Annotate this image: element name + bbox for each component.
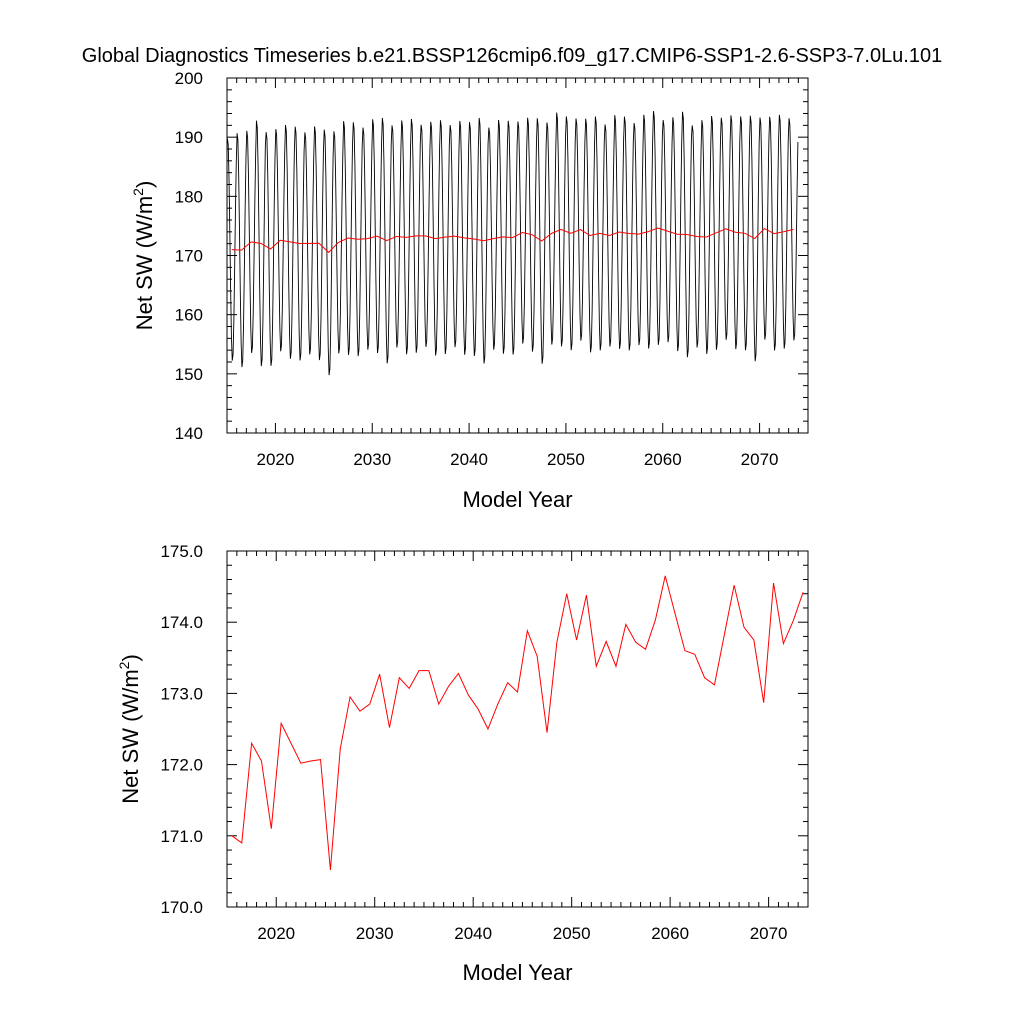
x-tick-label: 2040 (454, 924, 492, 943)
y-tick-label: 200 (175, 69, 203, 88)
y-tick-label: 140 (175, 424, 203, 443)
x-axis-label: Model Year (462, 487, 572, 512)
series-line-monthly (227, 111, 799, 376)
x-tick-label: 2030 (356, 924, 394, 943)
x-tick-label: 2040 (450, 450, 488, 469)
y-tick-label: 170.0 (160, 898, 203, 917)
x-tick-label: 2020 (257, 924, 295, 943)
x-axis-label: Model Year (462, 960, 572, 985)
series-line-annual (231, 227, 794, 254)
y-tick-label: 172.0 (160, 756, 203, 775)
plot-frame (226, 550, 809, 908)
y-tick-label: 171.0 (160, 827, 203, 846)
bottom-panel: 2020 2030 2040 2050 2060 2070 170.0 171.0 172.0 1… (116, 542, 809, 985)
y-tick-label: 173.0 (160, 684, 203, 703)
x-tick-label: 2060 (651, 924, 689, 943)
x-tick-label: 2060 (644, 450, 682, 469)
y-axis-label: Net SW (W/m2) (116, 654, 143, 804)
y-tick-label: 190 (175, 128, 203, 147)
x-tick-label: 2070 (741, 450, 779, 469)
x-tick-label: 2050 (547, 450, 585, 469)
y-tick-label: 150 (175, 365, 203, 384)
x-tick-label: 2070 (750, 924, 788, 943)
series-line-annual (231, 575, 804, 871)
x-tick-label: 2030 (353, 450, 391, 469)
y-tick-label: 170 (175, 247, 203, 266)
top-panel: 2020 2030 2040 2050 2060 2070 140 150 160 170 180 1… (130, 69, 809, 512)
y-tick-label: 180 (175, 187, 203, 206)
y-tick-label: 160 (175, 306, 203, 325)
x-tick-label: 2020 (257, 450, 295, 469)
y-tick-label: 175.0 (160, 542, 203, 561)
y-tick-label: 174.0 (160, 613, 203, 632)
x-tick-label: 2050 (553, 924, 591, 943)
chart-title: Global Diagnostics Timeseries b.e21.BSSP… (82, 45, 942, 67)
y-axis-label: Net SW (W/m2) (130, 181, 157, 331)
